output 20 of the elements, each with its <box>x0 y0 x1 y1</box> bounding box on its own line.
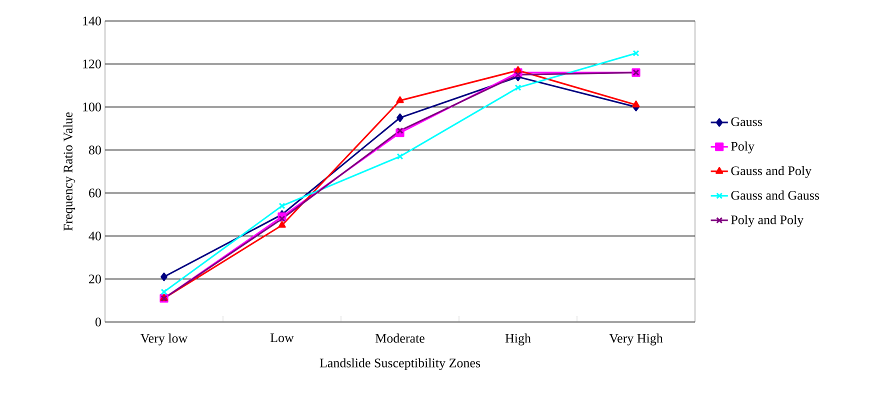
y-tick-label: 140 <box>83 16 101 26</box>
x-tick-label: Moderate <box>375 334 424 343</box>
x-tick-label: High <box>505 334 531 346</box>
y-tick-label: 20 <box>89 274 101 284</box>
y-tick-label: 0 <box>95 318 101 326</box>
x-tick-label: Very low <box>140 334 188 346</box>
x-axis-title: Landslide Susceptibility Zones <box>320 358 480 370</box>
legend-label: Gauss and Poly <box>731 166 812 178</box>
legend-label: Poly and Poly <box>731 215 804 227</box>
y-tick-label: 40 <box>88 232 101 240</box>
y-tick-label: 60 <box>89 188 101 198</box>
y-tick-label: 120 <box>83 60 101 68</box>
x-tick-label: Very High <box>609 334 663 346</box>
legend-label: Gauss and Gauss <box>731 190 820 200</box>
y-tick-label: 100 <box>83 102 101 112</box>
legend-label: Poly <box>731 142 754 154</box>
y-tick-label: 80 <box>88 146 101 154</box>
y-axis-title: Frequency Ratio Value <box>63 112 76 231</box>
x-tick-label: Low <box>270 334 294 342</box>
legend-label: Gauss <box>731 117 762 126</box>
